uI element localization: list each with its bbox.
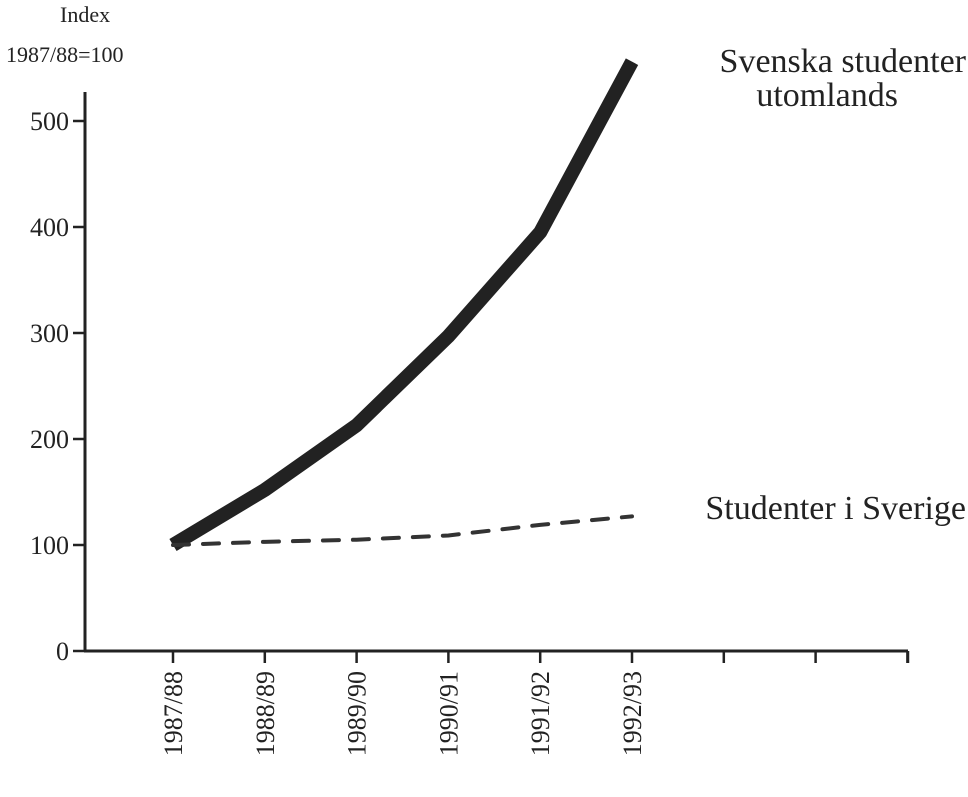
y-tick-label: 100 xyxy=(30,531,69,560)
y-tick-label: 200 xyxy=(30,425,69,454)
y-tick-label: 500 xyxy=(30,107,69,136)
x-tick-label: 1990/91 xyxy=(434,671,463,756)
x-tick-label: 1988/89 xyxy=(251,671,280,756)
y-axis-label-line1: Index xyxy=(60,2,110,27)
x-tick-label: 1989/90 xyxy=(343,671,372,756)
x-tick-label: 1987/88 xyxy=(159,671,188,756)
series-label: utomlands xyxy=(756,77,898,114)
y-axis-label-line2: 1987/88=100 xyxy=(6,42,124,67)
series-label: Studenter i Sverige xyxy=(705,490,966,527)
y-tick-label: 0 xyxy=(56,637,69,666)
series-line-svenska-studenter-utomlands xyxy=(173,62,632,545)
y-tick-label: 300 xyxy=(30,319,69,348)
x-tick-label: 1991/92 xyxy=(526,671,555,756)
series-label: Svenska studenter xyxy=(720,43,967,80)
y-tick-label: 400 xyxy=(30,213,69,242)
x-tick-label: 1992/93 xyxy=(618,671,647,756)
series-line-studenter-i-sverige xyxy=(173,516,632,545)
